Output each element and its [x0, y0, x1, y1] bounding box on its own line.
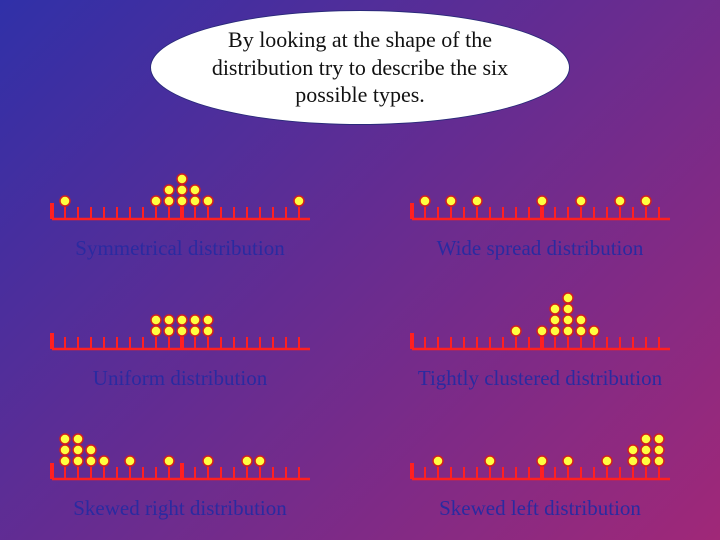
dot-marker [550, 304, 560, 314]
dot-marker [60, 196, 70, 206]
dot-marker [563, 315, 573, 325]
dot-marker [641, 434, 651, 444]
dot-marker [60, 445, 70, 455]
dot-marker [537, 456, 547, 466]
dot-marker [472, 196, 482, 206]
chart-label: Skewed left distribution [360, 496, 720, 521]
dot-marker [654, 445, 664, 455]
dot-marker [203, 326, 213, 336]
dot-marker [242, 456, 252, 466]
dot-marker [589, 326, 599, 336]
dot-marker [73, 445, 83, 455]
dot-marker [177, 326, 187, 336]
dot-marker [602, 456, 612, 466]
dot-marker [190, 326, 200, 336]
mini-chart [50, 405, 310, 485]
dot-marker [576, 315, 586, 325]
dot-marker [550, 315, 560, 325]
dot-marker [177, 185, 187, 195]
dot-marker [151, 315, 161, 325]
slide-background: By looking at the shape of the distribut… [0, 0, 720, 540]
dot-marker [576, 196, 586, 206]
dot-marker [641, 196, 651, 206]
dot-marker [190, 185, 200, 195]
dot-marker [628, 445, 638, 455]
dot-marker [73, 456, 83, 466]
chart-cell: Tightly clustered distribution [360, 265, 720, 395]
dot-marker [190, 196, 200, 206]
chart-cell: Skewed left distribution [360, 395, 720, 525]
dot-marker [151, 196, 161, 206]
chart-cell: Symmetrical distribution [0, 135, 360, 265]
dot-marker [537, 326, 547, 336]
chart-label: Symmetrical distribution [0, 236, 360, 261]
dot-marker [511, 326, 521, 336]
mini-chart [50, 145, 310, 225]
dot-marker [485, 456, 495, 466]
dot-marker [60, 434, 70, 444]
chart-label: Wide spread distribution [360, 236, 720, 261]
dot-marker [86, 456, 96, 466]
chart-grid: Symmetrical distributionWide spread dist… [0, 135, 720, 525]
dot-marker [164, 456, 174, 466]
chart-cell: Wide spread distribution [360, 135, 720, 265]
dot-marker [628, 456, 638, 466]
dot-marker [190, 315, 200, 325]
dot-marker [576, 326, 586, 336]
mini-chart [410, 275, 670, 355]
dot-marker [563, 326, 573, 336]
dot-marker [294, 196, 304, 206]
dot-marker [164, 326, 174, 336]
callout-text: By looking at the shape of the distribut… [181, 26, 539, 109]
chart-label: Tightly clustered distribution [360, 366, 720, 391]
dot-marker [420, 196, 430, 206]
dot-marker [537, 196, 547, 206]
chart-label: Uniform distribution [0, 366, 360, 391]
dot-marker [641, 456, 651, 466]
dot-marker [433, 456, 443, 466]
dot-marker [99, 456, 109, 466]
mini-chart [410, 405, 670, 485]
dot-marker [654, 434, 664, 444]
dot-marker [255, 456, 265, 466]
dot-marker [164, 315, 174, 325]
dot-marker [151, 326, 161, 336]
dot-marker [177, 196, 187, 206]
dot-marker [60, 456, 70, 466]
dot-marker [550, 326, 560, 336]
dot-marker [654, 456, 664, 466]
dot-marker [203, 315, 213, 325]
dot-marker [446, 196, 456, 206]
callout-cloud: By looking at the shape of the distribut… [150, 10, 570, 125]
dot-marker [203, 456, 213, 466]
chart-cell: Uniform distribution [0, 265, 360, 395]
dot-marker [73, 434, 83, 444]
dot-marker [164, 185, 174, 195]
chart-cell: Skewed right distribution [0, 395, 360, 525]
dot-marker [164, 196, 174, 206]
mini-chart [410, 145, 670, 225]
dot-marker [177, 315, 187, 325]
dot-marker [615, 196, 625, 206]
dot-marker [203, 196, 213, 206]
dot-marker [125, 456, 135, 466]
mini-chart [50, 275, 310, 355]
dot-marker [641, 445, 651, 455]
dot-marker [563, 293, 573, 303]
dot-marker [177, 174, 187, 184]
chart-label: Skewed right distribution [0, 496, 360, 521]
dot-marker [563, 456, 573, 466]
dot-marker [86, 445, 96, 455]
dot-marker [563, 304, 573, 314]
